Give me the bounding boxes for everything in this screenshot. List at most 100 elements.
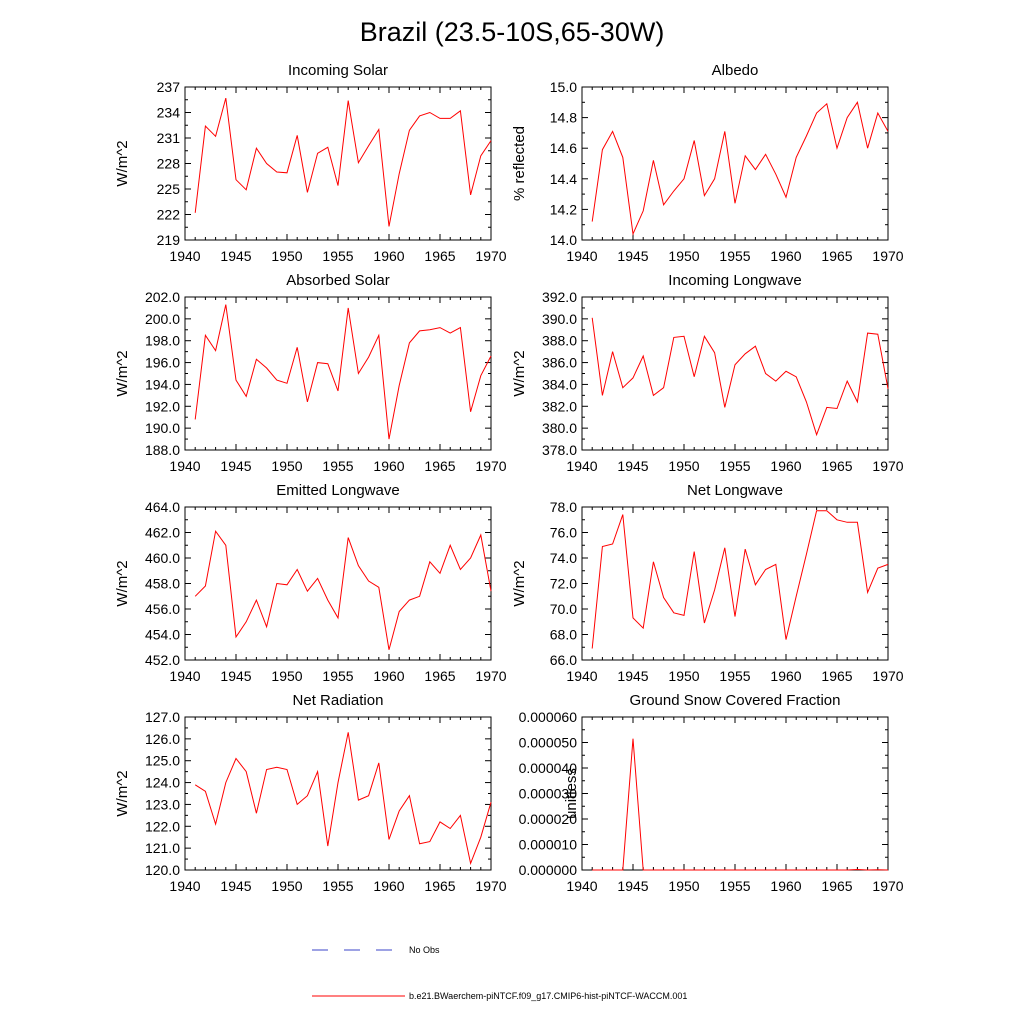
x-tick-label: 1950 (271, 668, 302, 684)
y-tick-label: 231 (157, 130, 181, 146)
y-tick-label: 196.0 (145, 355, 180, 371)
y-tick-label: 384.0 (542, 376, 577, 392)
plot-frame (581, 716, 889, 871)
y-tick-label: 70.0 (550, 601, 577, 617)
x-tick-label: 1940 (169, 878, 200, 894)
x-tick-label: 1945 (617, 458, 648, 474)
y-tick-label: 14.0 (550, 232, 577, 248)
x-tick-label: 1960 (373, 248, 404, 264)
series-line (194, 304, 492, 440)
x-tick-label: 1940 (566, 668, 597, 684)
y-tick-label: 0.000010 (519, 837, 578, 853)
y-tick-label: 120.0 (145, 862, 180, 878)
x-tick-label: 1970 (475, 668, 506, 684)
x-tick-label: 1950 (271, 878, 302, 894)
series-line (194, 529, 492, 650)
x-tick-label: 1970 (872, 878, 903, 894)
x-tick-label: 1950 (668, 668, 699, 684)
plot-frame (184, 506, 492, 661)
y-tick-label: 194.0 (145, 376, 180, 392)
y-tick-label: 452.0 (145, 652, 180, 668)
panel-title: Net Longwave (687, 482, 783, 499)
x-tick-label: 1965 (424, 668, 455, 684)
x-tick-label: 1965 (821, 668, 852, 684)
x-tick-label: 1950 (271, 248, 302, 264)
y-tick-label: 380.0 (542, 420, 577, 436)
x-tick-label: 1955 (719, 248, 750, 264)
y-tick-label: 228 (157, 156, 181, 172)
y-axis-label: W/m^2 (114, 140, 131, 186)
y-tick-label: 458.0 (145, 576, 180, 592)
legend: No Obs b.e21.BWaerchem-piNTCF.f09_g17.CM… (312, 945, 687, 1001)
x-tick-label: 1940 (169, 668, 200, 684)
y-tick-label: 378.0 (542, 442, 577, 458)
y-tick-label: 202.0 (145, 289, 180, 305)
y-tick-label: 14.8 (550, 110, 577, 126)
y-tick-label: 225 (157, 181, 181, 197)
x-tick-label: 1970 (872, 248, 903, 264)
y-tick-label: 382.0 (542, 398, 577, 414)
series-line (194, 732, 492, 866)
x-tick-label: 1950 (271, 458, 302, 474)
main-title: Brazil (23.5-10S,65-30W) (360, 17, 665, 47)
y-axis-label: W/m^2 (511, 560, 528, 606)
series-line (592, 738, 889, 871)
x-tick-label: 1940 (566, 458, 597, 474)
y-tick-label: 464.0 (145, 499, 180, 515)
x-tick-label: 1970 (475, 248, 506, 264)
y-axis-label: W/m^2 (114, 770, 131, 816)
x-tick-label: 1945 (220, 458, 251, 474)
series-line (591, 510, 889, 649)
panel-title: Net Radiation (293, 692, 384, 709)
plot-frame (184, 296, 492, 451)
x-tick-label: 1965 (821, 878, 852, 894)
x-tick-label: 1965 (424, 248, 455, 264)
y-tick-label: 200.0 (145, 311, 180, 327)
panel-title: Incoming Longwave (668, 272, 801, 289)
x-tick-label: 1945 (220, 248, 251, 264)
panel-albedo: Albedo 1940 1945 1950 1955 1960 1965 1970 14.0 14… (511, 62, 904, 264)
y-axis-label: W/m^2 (114, 560, 131, 606)
plot-frame (581, 506, 889, 661)
y-tick-label: 222 (157, 207, 181, 223)
series-line (591, 101, 889, 236)
series-line (591, 317, 889, 437)
y-tick-label: 188.0 (145, 442, 180, 458)
x-tick-label: 1945 (220, 878, 251, 894)
y-tick-label: 121.0 (145, 840, 180, 856)
y-tick-label: 14.6 (550, 140, 577, 156)
y-tick-label: 0.000000 (519, 862, 578, 878)
x-tick-label: 1945 (220, 668, 251, 684)
y-tick-label: 0.000060 (519, 709, 578, 725)
plot-frame (184, 716, 492, 871)
x-tick-label: 1960 (373, 668, 404, 684)
y-tick-label: 460.0 (145, 550, 180, 566)
x-tick-label: 1955 (322, 878, 353, 894)
panels: Incoming Solar 1940 1945 1950 1955 1960 1965 19… (114, 62, 904, 894)
plot-frame (184, 86, 492, 241)
x-tick-label: 1970 (475, 458, 506, 474)
x-tick-label: 1960 (770, 878, 801, 894)
panel-title: Albedo (712, 62, 759, 79)
y-tick-label: 0.000030 (519, 786, 578, 802)
x-tick-label: 1960 (770, 668, 801, 684)
y-tick-label: 462.0 (145, 525, 180, 541)
x-tick-label: 1960 (770, 248, 801, 264)
y-tick-label: 125.0 (145, 753, 180, 769)
panel-emitted-longwave: Emitted Longwave 1940 1945 1950 1955 1960 1965… (114, 482, 507, 684)
y-tick-label: 234 (157, 105, 181, 121)
panel-title: Incoming Solar (288, 62, 388, 79)
y-tick-label: 392.0 (542, 289, 577, 305)
x-tick-label: 1955 (322, 668, 353, 684)
legend-model-label: b.e21.BWaerchem-piNTCF.f09_g17.CMIP6-his… (409, 991, 687, 1001)
plot-frame (581, 296, 889, 451)
x-tick-label: 1945 (617, 248, 648, 264)
y-axis-label: unitless (563, 768, 580, 819)
panel-incoming-longwave: Incoming Longwave 1940 1945 1950 1955 1960 196… (511, 272, 904, 474)
x-tick-label: 1960 (373, 458, 404, 474)
y-tick-label: 190.0 (145, 420, 180, 436)
y-axis-label: W/m^2 (511, 350, 528, 396)
x-tick-label: 1955 (719, 878, 750, 894)
x-tick-label: 1950 (668, 458, 699, 474)
